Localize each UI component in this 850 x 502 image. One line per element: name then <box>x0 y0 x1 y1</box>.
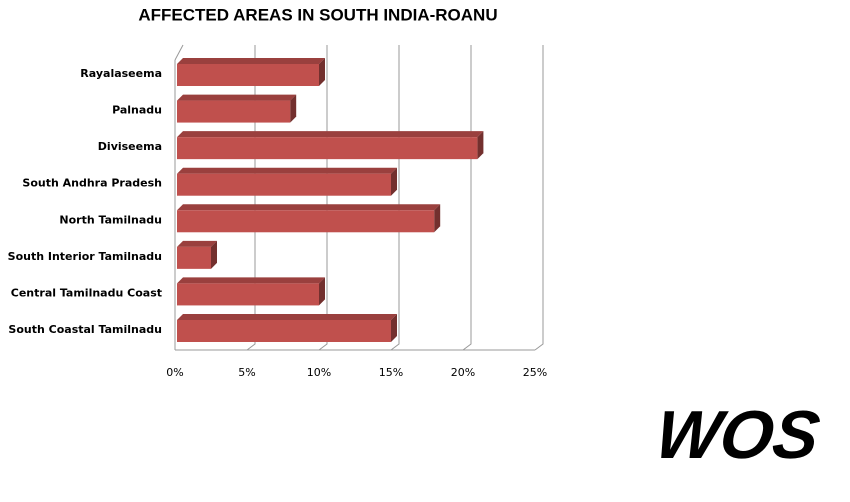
bar-top <box>177 131 484 138</box>
bar-front <box>177 320 391 342</box>
grid-line <box>390 45 400 351</box>
bar-front <box>177 283 319 306</box>
bar-top <box>177 240 217 247</box>
left-wall <box>174 44 184 61</box>
watermark: WOS <box>651 397 824 473</box>
y-tick-label: North Tamilnadu <box>59 213 162 226</box>
bar-top <box>177 277 325 284</box>
bar-side <box>391 314 397 342</box>
x-tick-label: 0% <box>166 366 183 379</box>
bar <box>177 204 441 233</box>
chart-title: AFFECTED AREAS IN SOUTH INDIA-ROANU <box>138 5 497 24</box>
y-tick-label: South Interior Tamilnadu <box>8 250 162 263</box>
bar-front <box>177 64 319 86</box>
y-tick-label: Palnadu <box>112 104 162 117</box>
x-tick-label: 5% <box>238 366 255 379</box>
bar-top <box>177 58 325 64</box>
grid-line <box>534 45 544 351</box>
bar-side <box>477 131 484 160</box>
bar-front <box>177 246 211 269</box>
y-tick-label: South Coastal Tamilnadu <box>8 323 162 336</box>
bar-top <box>177 94 297 101</box>
bar <box>177 58 325 86</box>
y-tick-label: Central Tamilnadu Coast <box>11 286 162 299</box>
bar-top <box>177 167 397 174</box>
grid-line <box>318 45 328 351</box>
y-tick-label: Rayalaseema <box>80 67 162 80</box>
bar-side <box>290 94 297 123</box>
y-tick-label: Diviseema <box>98 140 162 153</box>
bar-top <box>177 314 397 320</box>
bar-front <box>177 137 478 160</box>
bar-side <box>434 204 441 233</box>
x-tick-label: 15% <box>379 366 403 379</box>
x-tick-label: 10% <box>307 366 331 379</box>
bar <box>177 94 297 123</box>
bar-front <box>177 100 291 123</box>
grid-line <box>462 45 472 351</box>
y-tick-label: South Andhra Pradesh <box>22 177 162 190</box>
bar-side <box>319 58 325 86</box>
bar <box>177 314 397 342</box>
bar-front <box>177 173 391 196</box>
bar <box>177 167 397 196</box>
bar-side <box>319 277 325 306</box>
x-tick-label: 20% <box>451 366 475 379</box>
bar-top <box>177 204 441 211</box>
bar <box>177 240 217 269</box>
bar <box>177 131 484 160</box>
x-tick-label: 25% <box>523 366 547 379</box>
bar-side <box>391 167 397 196</box>
bar-side <box>211 240 217 269</box>
bar <box>177 277 325 306</box>
bar-front <box>177 210 435 233</box>
